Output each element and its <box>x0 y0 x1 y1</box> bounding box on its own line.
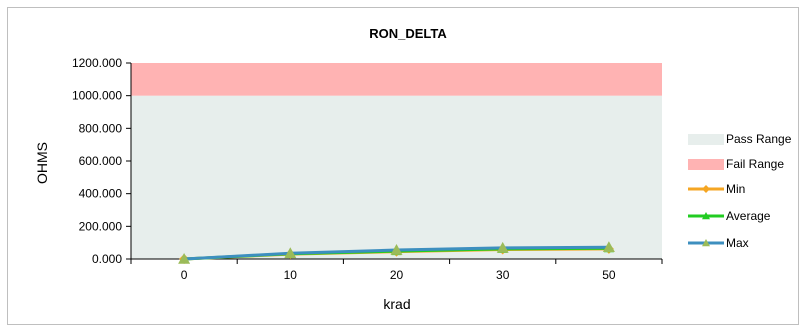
x-tick-label: 20 <box>390 268 404 282</box>
legend-swatch <box>688 134 724 145</box>
y-axis-title: OHMS <box>34 142 50 184</box>
series-layer <box>178 241 615 264</box>
legend-marker <box>702 185 710 193</box>
data-point-max <box>178 253 191 264</box>
legend-item-pass-range: Pass Range <box>688 132 792 146</box>
y-tick-label: 400.000 <box>79 187 123 201</box>
data-point-max <box>390 244 403 255</box>
x-tick-label: 10 <box>284 268 298 282</box>
legend-item-min: Min <box>688 182 745 196</box>
x-axis-title: krad <box>383 296 410 312</box>
y-tick-label: 800.000 <box>79 121 123 135</box>
legend-marker <box>702 212 710 220</box>
legend-item-average: Average <box>688 209 771 223</box>
legend-label: Pass Range <box>726 132 792 146</box>
data-point-max <box>496 241 509 253</box>
legend-label: Average <box>726 209 771 223</box>
legend-label: Fail Range <box>726 157 784 171</box>
legend: Pass Range Fail Range Min Average Max <box>688 132 792 250</box>
legend-label: Max <box>726 236 749 250</box>
legend-item-fail-range: Fail Range <box>688 157 784 171</box>
y-tick-label: 1000.000 <box>72 89 122 103</box>
legend-swatch <box>688 159 724 170</box>
chart-title: RON_DELTA <box>369 26 447 41</box>
y-tick-label: 1200.000 <box>72 56 122 70</box>
legend-label: Min <box>726 182 745 196</box>
x-tick-label: 50 <box>602 268 616 282</box>
data-point-max <box>602 241 615 253</box>
y-tick-label: 200.000 <box>79 219 123 233</box>
axes-layer: 0.000 200.000 400.000 600.000 800.000 1000.00… <box>72 56 663 282</box>
series-max <box>178 241 615 264</box>
x-tick-label: 0 <box>181 268 188 282</box>
bands-layer <box>131 63 662 260</box>
legend-marker <box>702 239 710 247</box>
fail-range-band <box>131 63 662 96</box>
y-tick-label: 600.000 <box>79 154 123 168</box>
x-tick-label: 30 <box>496 268 510 282</box>
legend-item-max: Max <box>688 236 749 250</box>
data-point-max <box>284 247 297 259</box>
pass-range-band <box>131 95 662 260</box>
y-tick-label: 0.000 <box>92 252 122 266</box>
